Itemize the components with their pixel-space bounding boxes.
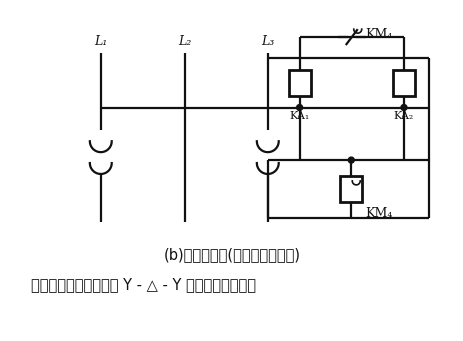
- Text: KA₂: KA₂: [393, 112, 413, 121]
- Text: KM₄: KM₄: [364, 207, 392, 220]
- Text: L₃: L₃: [261, 35, 274, 48]
- Circle shape: [296, 105, 302, 110]
- Bar: [392, 70, 414, 95]
- Bar: [288, 70, 310, 95]
- Text: KM₄: KM₄: [365, 28, 392, 41]
- Circle shape: [400, 105, 406, 110]
- Text: 大电流三相异步电动机 Y - △ - Y 转换节能控制电路: 大电流三相异步电动机 Y - △ - Y 转换节能控制电路: [31, 277, 256, 292]
- Text: L₂: L₂: [178, 35, 192, 48]
- Circle shape: [348, 157, 353, 163]
- Text: (b)部分主电路(有电流互感器时): (b)部分主电路(有电流互感器时): [163, 247, 300, 262]
- Text: KA₁: KA₁: [289, 112, 309, 121]
- Text: L₁: L₁: [94, 35, 107, 48]
- Bar: [340, 176, 362, 202]
